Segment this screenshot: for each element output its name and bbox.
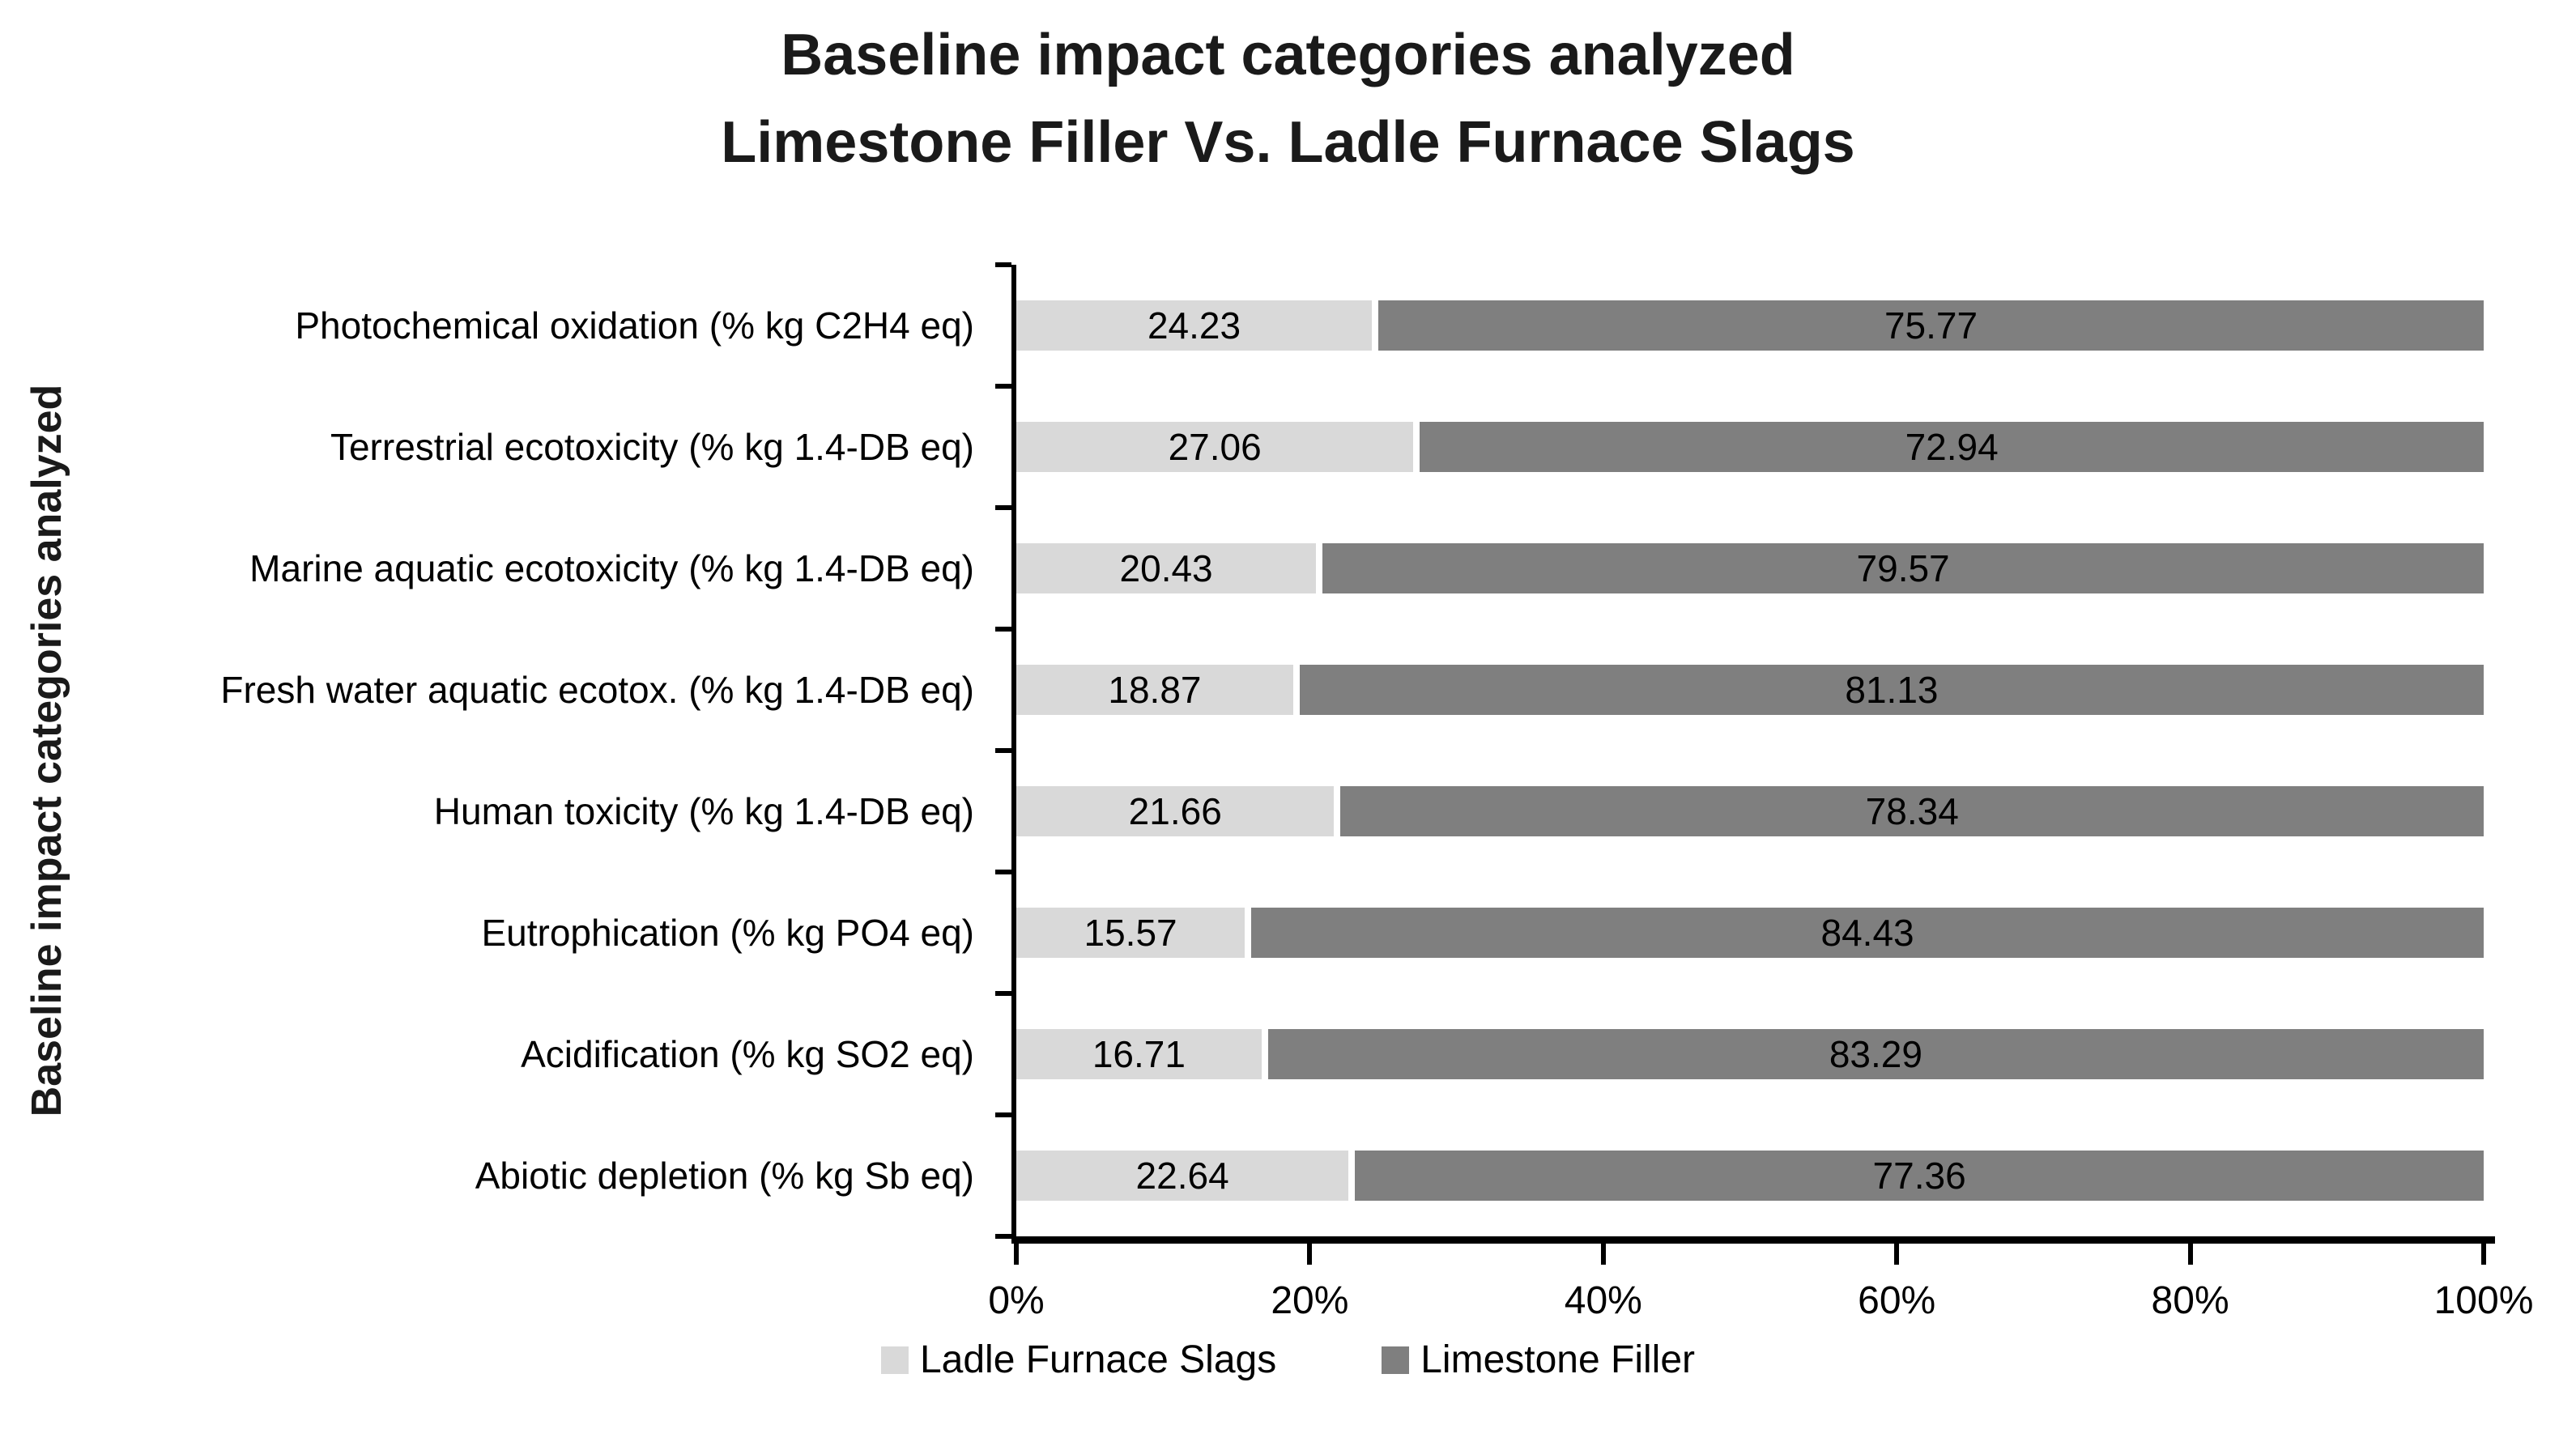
bar-value-label: 81.13 [1845,669,1939,711]
legend-label: Limestone Filler [1420,1338,1696,1381]
bar-value-label: 27.06 [1168,426,1262,468]
bar-segment-ladle-furnace-slags: 24.23 [1016,300,1373,351]
bar-segment-limestone-filler: 83.29 [1267,1029,2484,1079]
segment-gap [1261,1029,1268,1079]
y-axis-tick [995,1112,1011,1117]
legend-label: Ladle Furnace Slags [919,1338,1277,1381]
x-axis-tick-label: 100% [2433,1279,2534,1322]
bar-value-label: 84.43 [1820,912,1914,954]
bar-row: 15.57 84.43 [1016,908,2484,958]
y-axis-tick [995,627,1011,632]
category-labels-column: Photochemical oxidation (% kg C2H4 eq) Te… [0,265,992,1236]
y-axis-tick [995,384,1011,389]
bar-segment-limestone-filler: 75.77 [1378,300,2484,351]
x-axis-tick-label: 20% [1271,1279,1349,1322]
bar-row: 20.43 79.57 [1016,543,2484,593]
y-axis-tick [995,505,1011,510]
segment-gap [1372,300,1379,351]
bar-value-label: 77.36 [1872,1155,1966,1197]
y-axis-tick [995,991,1011,996]
bar-segment-ladle-furnace-slags: 18.87 [1016,665,1293,715]
bar-segment-ladle-furnace-slags: 22.64 [1016,1151,1349,1201]
segment-gap [1413,422,1420,472]
bar-segment-ladle-furnace-slags: 15.57 [1016,908,1245,958]
x-axis-tick [1600,1244,1606,1265]
x-axis-tick-label: 80% [2151,1279,2229,1322]
category-label: Acidification (% kg SO2 eq) [521,1033,974,1075]
bar-value-label: 22.64 [1135,1155,1229,1197]
legend-swatch-icon [1382,1346,1410,1374]
category-label: Abiotic depletion (% kg Sb eq) [475,1155,974,1197]
x-axis-tick-label: 0% [988,1279,1045,1322]
bar-segment-ladle-furnace-slags: 27.06 [1016,422,1414,472]
bar-segment-limestone-filler: 77.36 [1355,1151,2484,1201]
segment-gap [1316,543,1323,593]
chart-title: Baseline impact categories analyzed Lime… [0,11,2576,186]
bar-value-label: 21.66 [1128,790,1222,832]
category-label: Eutrophication (% kg PO4 eq) [481,912,974,954]
plot-area: 24.23 75.77 27.06 72.94 20.43 79.57 18.87 81.13… [988,262,2533,1322]
bar-value-label: 20.43 [1119,547,1213,589]
legend-swatch-icon [880,1346,909,1374]
category-label: Photochemical oxidation (% kg C2H4 eq) [295,304,974,347]
bar-value-label: 75.77 [1884,304,1978,347]
x-axis-tick [2187,1244,2193,1265]
bar-segment-limestone-filler: 78.34 [1340,786,2484,836]
bar-segment-ladle-furnace-slags: 21.66 [1016,786,1335,836]
bar-row: 24.23 75.77 [1016,300,2484,351]
category-label: Fresh water aquatic ecotox. (% kg 1.4-DB… [220,669,974,711]
bar-value-label: 24.23 [1147,304,1241,347]
segment-gap [1292,665,1300,715]
category-label: Marine aquatic ecotoxicity (% kg 1.4-DB … [249,547,974,589]
bar-row: 21.66 78.34 [1016,786,2484,836]
x-axis-tick-label: 40% [1564,1279,1642,1322]
x-axis-tick-label: 60% [1858,1279,1936,1322]
bar-value-label: 15.57 [1084,912,1177,954]
x-axis-line [1011,1236,2495,1244]
x-axis-tick [1014,1244,1019,1265]
bar-row: 18.87 81.13 [1016,665,2484,715]
bar-value-label: 79.57 [1856,547,1950,589]
bar-value-label: 16.71 [1092,1033,1186,1075]
bar-segment-ladle-furnace-slags: 16.71 [1016,1029,1262,1079]
category-label: Terrestrial ecotoxicity (% kg 1.4-DB eq) [330,426,974,468]
bar-segment-limestone-filler: 79.57 [1322,543,2484,593]
x-axis-tick [2481,1244,2486,1265]
bar-row: 16.71 83.29 [1016,1029,2484,1079]
y-axis-line [1011,265,1016,1244]
bar-segment-limestone-filler: 72.94 [1420,422,2484,472]
bar-value-label: 18.87 [1108,669,1202,711]
y-axis-tick [995,748,1011,753]
segment-gap [1245,908,1252,958]
bar-segment-limestone-filler: 84.43 [1251,908,2484,958]
chart-title-line-1: Baseline impact categories analyzed [781,23,1795,87]
category-label: Human toxicity (% kg 1.4-DB eq) [433,790,974,832]
y-axis-tick [995,1234,1011,1239]
x-axis-tick [1894,1244,1900,1265]
bar-segment-ladle-furnace-slags: 20.43 [1016,543,1317,593]
legend-item: Limestone Filler [1382,1338,1695,1382]
legend-item: Ladle Furnace Slags [880,1338,1277,1382]
segment-gap [1348,1151,1356,1201]
bar-segment-limestone-filler: 81.13 [1299,665,2484,715]
y-axis-tick [995,870,1011,874]
bar-value-label: 72.94 [1905,426,1999,468]
bar-row: 27.06 72.94 [1016,422,2484,472]
legend: Ladle Furnace Slags Limestone Filler [0,1338,2576,1382]
bar-value-label: 83.29 [1829,1033,1922,1075]
y-axis-tick [995,262,1011,267]
bar-value-label: 78.34 [1865,790,1959,832]
x-axis-tick [1307,1244,1313,1265]
segment-gap [1334,786,1341,836]
chart-title-line-2: Limestone Filler Vs. Ladle Furnace Slags [721,110,1855,175]
bar-row: 22.64 77.36 [1016,1151,2484,1201]
